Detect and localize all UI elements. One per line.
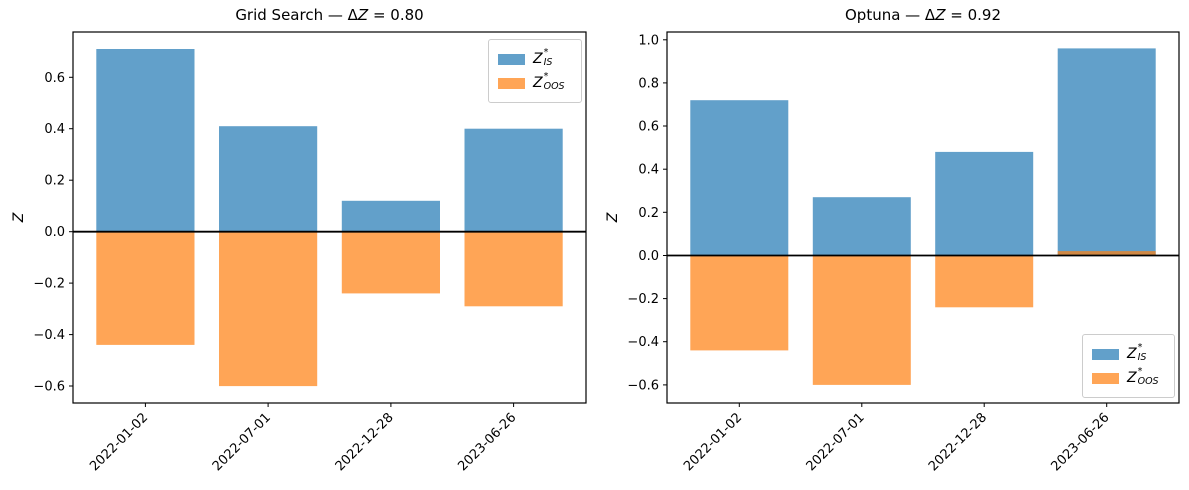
x-tick-label: 2022-07-01 [804, 410, 868, 474]
title-text-suffix: = 0.80 [368, 6, 424, 24]
legend-label-supsub: * IS [1138, 343, 1147, 363]
y-tick-label: 0.0 [44, 225, 65, 240]
bar-is-2 [935, 151, 1034, 256]
y-tick-label: 0.8 [638, 76, 659, 91]
legend-grid-search: Z * IS Z * OOS [488, 39, 582, 103]
x-tick-label: 2022-12-28 [926, 410, 990, 474]
y-tick-label: 0.6 [638, 120, 659, 135]
legend-swatch-is [1092, 348, 1119, 360]
y-tick-label: 0.4 [638, 163, 659, 178]
bar-oos-1 [219, 231, 318, 387]
legend-label-sup: * [1137, 366, 1143, 378]
legend-swatch-oos [498, 77, 525, 89]
legend-entry-is: Z * IS [498, 47, 571, 71]
legend-label-sub: OOS [543, 81, 565, 92]
chart-title-grid-search: Grid Search — ΔZ = 0.80 [73, 6, 586, 28]
y-tick-label: −0.2 [627, 292, 659, 307]
x-tick-label: 2023-06-26 [455, 410, 519, 474]
bar-is-1 [219, 126, 318, 232]
title-var: Z [935, 6, 946, 24]
title-text-suffix: = 0.92 [945, 6, 1001, 24]
y-tick-label: 0.2 [638, 206, 659, 221]
axes-frame [72, 31, 587, 404]
legend-label-base: Z [533, 51, 543, 67]
legend-label: Z * IS [533, 48, 553, 69]
bar-oos-0 [690, 255, 789, 351]
bar-oos-1 [812, 255, 911, 385]
x-tick-label: 2022-01-02 [681, 410, 745, 474]
y-tick-label: 0.2 [44, 174, 65, 189]
legend-label-sub: IS [1137, 352, 1147, 363]
bar-oos-0 [96, 231, 195, 345]
bar-oos-2 [341, 231, 440, 294]
x-tick-label: 2022-07-01 [210, 410, 274, 474]
legend-entry-oos: Z * OOS [1092, 366, 1164, 390]
bar-is-2 [341, 200, 440, 232]
legend-label-sup: * [543, 71, 549, 83]
bar-is-0 [96, 49, 195, 232]
legend-optuna: Z * IS Z * OOS [1082, 334, 1175, 398]
bar-is-0 [690, 100, 789, 256]
legend-label: Z * IS [1127, 343, 1147, 364]
chart-title-optuna: Optuna — ΔZ = 0.92 [667, 6, 1179, 28]
y-tick-label: 0.6 [44, 71, 65, 86]
x-tick-label: 2023-06-26 [1048, 410, 1112, 474]
legend-label-supsub: * OOS [544, 72, 565, 92]
legend-label-sup: * [1137, 342, 1143, 354]
legend-entry-is: Z * IS [1092, 342, 1164, 366]
legend-label: Z * OOS [533, 72, 565, 93]
y-tick-label: −0.4 [33, 328, 65, 343]
bar-oos-2 [935, 255, 1034, 308]
y-tick-label: −0.4 [627, 335, 659, 350]
bar-is-3 [464, 128, 563, 232]
x-tick-label: 2022-12-28 [333, 410, 397, 474]
bar-oos-3 [464, 231, 563, 307]
legend-label-supsub: * IS [544, 48, 553, 68]
y-tick-label: −0.6 [627, 378, 659, 393]
title-var: Z [357, 6, 369, 24]
legend-label: Z * OOS [1127, 367, 1159, 388]
legend-swatch-oos [1092, 372, 1119, 384]
y-tick-label: 1.0 [638, 33, 659, 48]
y-tick-label: −0.2 [33, 277, 65, 292]
axes-frame [666, 31, 1180, 404]
y-tick-label: 0.0 [638, 249, 659, 264]
title-text-prefix: Grid Search — Δ [235, 6, 358, 24]
legend-label-sup: * [543, 47, 549, 59]
y-tick-label: 0.4 [44, 122, 65, 137]
y-axis-label: Z [605, 212, 621, 223]
legend-label-base: Z [533, 75, 543, 91]
bar-is-3 [1057, 48, 1156, 256]
bar-is-1 [812, 197, 911, 256]
legend-label-sub: OOS [1137, 376, 1159, 387]
legend-entry-oos: Z * OOS [498, 71, 571, 95]
title-text-prefix: Optuna — Δ [844, 6, 936, 24]
legend-label-base: Z [1127, 346, 1137, 362]
legend-label-sub: IS [543, 57, 553, 68]
y-tick-label: −0.6 [33, 380, 65, 395]
y-axis-label: Z [11, 212, 27, 223]
legend-label-base: Z [1127, 370, 1137, 386]
legend-swatch-is [498, 53, 525, 65]
legend-label-supsub: * OOS [1138, 367, 1159, 387]
bar-oos-3 [1057, 251, 1156, 256]
x-tick-label: 2022-01-02 [87, 410, 151, 474]
